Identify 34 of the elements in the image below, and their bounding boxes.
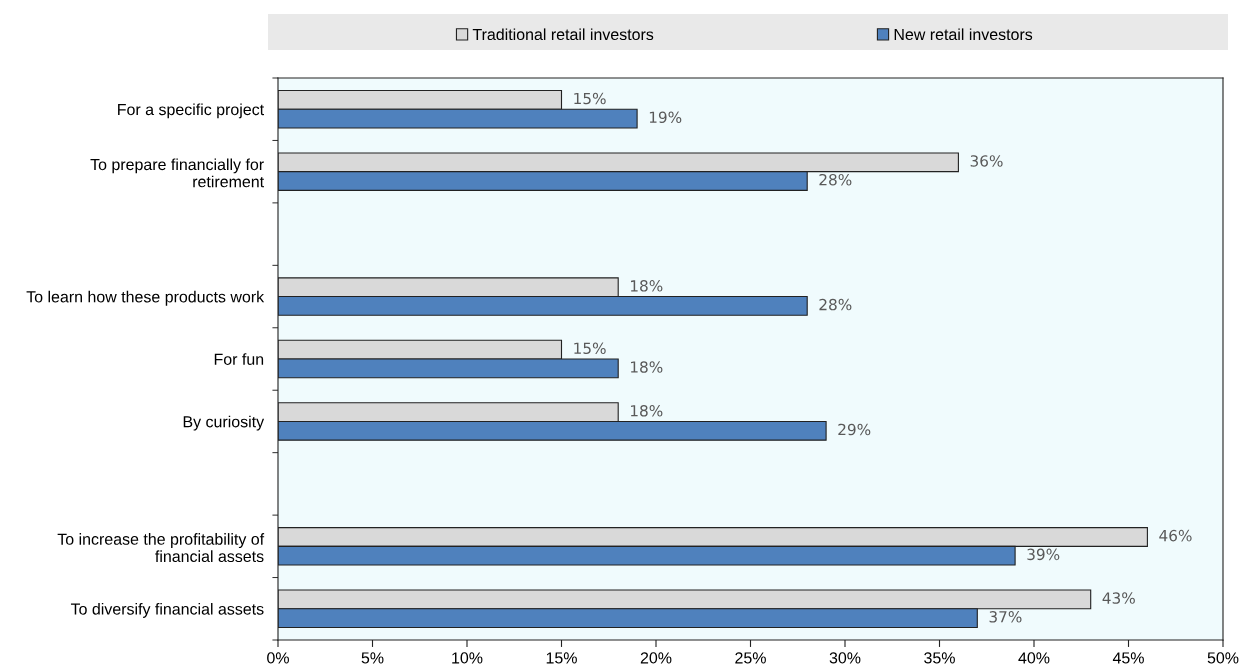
- y-tick-label: For a specific project: [118, 103, 264, 119]
- x-tick-label: 15%: [546, 652, 577, 664]
- x-tick-label: 0%: [267, 652, 289, 664]
- legend-label: New retail investors: [894, 28, 1033, 41]
- data-label: 28%: [819, 173, 852, 186]
- y-tick-label: To prepare financially for retirement: [90, 158, 264, 188]
- data-label: 37%: [989, 611, 1022, 623]
- x-tick-label: 35%: [924, 652, 955, 664]
- data-label: 29%: [838, 423, 871, 436]
- x-tick-label: 25%: [735, 652, 766, 664]
- x-tick-label: 45%: [1112, 652, 1144, 664]
- y-tick-label: For fun: [214, 353, 264, 365]
- data-label: 15%: [574, 92, 606, 105]
- data-label: 19%: [649, 111, 682, 124]
- y-tick-label: To learn how these products work: [26, 290, 265, 306]
- data-label: 36%: [970, 155, 1003, 167]
- data-label: 18%: [630, 280, 663, 292]
- x-tick-label: 20%: [640, 652, 672, 664]
- data-label: 43%: [1102, 592, 1135, 604]
- data-label: 46%: [1159, 529, 1192, 542]
- data-label: 18%: [630, 361, 663, 373]
- y-tick-label: To increase the profitability of financial assets: [57, 533, 265, 563]
- data-label: 28%: [819, 298, 852, 311]
- data-label: 15%: [574, 342, 606, 355]
- x-tick-label: 5%: [361, 652, 384, 664]
- x-tick-label: 40%: [1018, 652, 1050, 664]
- legend-label: Traditional retail investors: [472, 28, 654, 41]
- x-tick-label: 50%: [1207, 652, 1239, 664]
- x-tick-label: 10%: [452, 652, 483, 664]
- data-label: 18%: [630, 404, 663, 417]
- data-label: 39%: [1027, 548, 1060, 561]
- y-tick-label: By curiosity: [183, 415, 265, 431]
- y-tick-label: To diversify financial assets: [70, 602, 264, 618]
- x-tick-label: 30%: [829, 652, 861, 664]
